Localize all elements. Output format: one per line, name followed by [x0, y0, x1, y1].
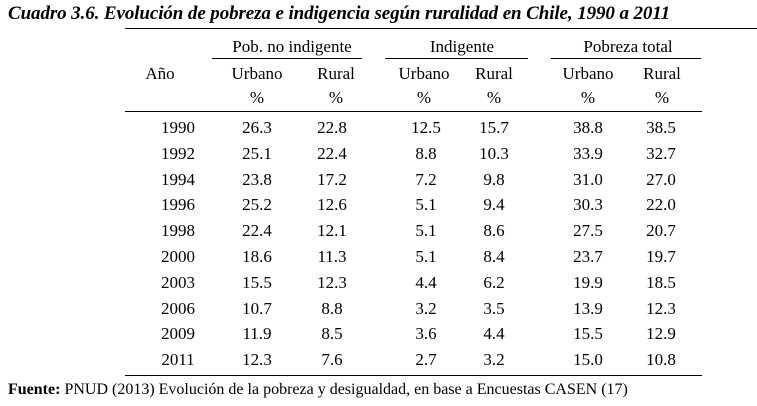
row-year: 1996 [161, 195, 195, 215]
footnote: Fuente: PNUD (2013) Evolución de la pobr… [8, 381, 628, 399]
footnote-label: Fuente: [8, 381, 61, 398]
table-cell: 26.3 [242, 118, 272, 137]
table-cell: 33.9 [573, 143, 603, 163]
table-cell: 4.4 [415, 272, 437, 292]
sub-header-urbano: Urbano [231, 64, 283, 83]
table-cell: 8.5 [321, 324, 343, 344]
header-bottom-rule [125, 111, 702, 112]
table-cell: 2.7 [415, 350, 437, 370]
table-cell: 18.6 [242, 247, 272, 266]
sub-header-urbano: Urbano [562, 64, 614, 83]
table-cell: 8.6 [483, 221, 505, 241]
group-header-pobreza-total: Pobreza total [583, 37, 673, 56]
group-header-indigente: Indigente [429, 37, 495, 56]
top-rule [125, 28, 757, 29]
table-cell: 3.6 [415, 324, 437, 344]
table-cell: 23.7 [573, 247, 603, 266]
table-cell: 22.0 [646, 195, 676, 215]
unit-label: % [654, 88, 670, 107]
table-cell: 19.7 [646, 247, 676, 266]
table-cell: 10.8 [646, 350, 676, 370]
row-year: 2011 [161, 350, 195, 370]
table-cell: 15.0 [573, 350, 603, 370]
table-cell: 12.3 [242, 350, 272, 370]
sub-header-rural: Rural [643, 64, 681, 83]
table-cell: 11.9 [242, 324, 272, 344]
table-cell: 11.3 [317, 247, 347, 266]
group-rule-pobreza-total [551, 58, 701, 59]
table-cell: 15.5 [573, 324, 603, 344]
table-cell: 7.6 [321, 350, 343, 370]
row-year: 2006 [161, 298, 195, 318]
sub-header-rural: Rural [317, 64, 355, 83]
table-cell: 10.3 [479, 143, 509, 163]
table-cell: 31.0 [573, 169, 603, 189]
table-cell: 13.9 [573, 298, 603, 318]
table-cell: 38.5 [646, 118, 676, 137]
table-cell: 22.4 [242, 221, 272, 241]
year-header: Año [145, 64, 175, 83]
table-title: Cuadro 3.6. Evolución de pobreza e indig… [8, 3, 671, 24]
table-cell: 8.4 [483, 247, 505, 266]
sub-header-urbano: Urbano [398, 64, 450, 83]
group-header-no-indigente: Pob. no indigente [232, 37, 352, 56]
table-cell: 27.0 [646, 169, 676, 189]
table-cell: 15.7 [479, 118, 509, 137]
table-cell: 4.4 [483, 324, 505, 344]
table-cell: 3.2 [483, 350, 505, 370]
table-cell: 10.7 [242, 298, 272, 318]
table-cell: 9.4 [483, 195, 505, 215]
unit-label: % [486, 88, 502, 107]
table-cell: 12.5 [411, 118, 441, 137]
table-cell: 19.9 [573, 272, 603, 292]
table-cell: 5.1 [415, 221, 437, 241]
table-cell: 15.5 [242, 272, 272, 292]
row-year: 1994 [161, 169, 195, 189]
table-cell: 8.8 [321, 298, 343, 318]
row-year: 2009 [161, 324, 195, 344]
footnote-text: PNUD (2013) Evolución de la pobreza y de… [60, 381, 628, 398]
table-cell: 12.6 [317, 195, 347, 215]
table-cell: 3.5 [483, 298, 505, 318]
table-cell: 22.8 [317, 118, 347, 137]
table-cell: 17.2 [317, 169, 347, 189]
table-cell: 25.1 [242, 143, 272, 163]
table-cell: 32.7 [646, 143, 676, 163]
table-cell: 12.9 [646, 324, 676, 344]
group-rule-no-indigente [212, 58, 362, 59]
table-cell: 12.3 [317, 272, 347, 292]
table-cell: 12.3 [646, 298, 676, 318]
table-cell: 23.8 [242, 169, 272, 189]
unit-label: % [580, 88, 596, 107]
table-cell: 7.2 [415, 169, 437, 189]
table-cell: 9.8 [483, 169, 505, 189]
table-cell: 30.3 [573, 195, 603, 215]
row-year: 2003 [161, 272, 195, 292]
table-cell: 25.2 [242, 195, 272, 215]
table-cell: 6.2 [483, 272, 505, 292]
unit-label: % [416, 88, 432, 107]
group-rule-indigente [385, 58, 528, 59]
table-cell: 5.1 [415, 247, 437, 266]
bottom-rule [125, 375, 702, 376]
table-cell: 22.4 [317, 143, 347, 163]
unit-label: % [328, 88, 344, 107]
row-year: 2000 [161, 247, 195, 266]
table-cell: 8.8 [415, 143, 437, 163]
table-cell: 5.1 [415, 195, 437, 215]
row-year: 1990 [161, 118, 195, 137]
sub-header-rural: Rural [475, 64, 513, 83]
table-cell: 27.5 [573, 221, 603, 241]
table-cell: 12.1 [317, 221, 347, 241]
table-cell: 3.2 [415, 298, 437, 318]
unit-label: % [249, 88, 265, 107]
row-year: 1998 [161, 221, 195, 241]
row-year: 1992 [161, 143, 195, 163]
table-cell: 20.7 [646, 221, 676, 241]
table-cell: 38.8 [573, 118, 603, 137]
table-cell: 18.5 [646, 272, 676, 292]
